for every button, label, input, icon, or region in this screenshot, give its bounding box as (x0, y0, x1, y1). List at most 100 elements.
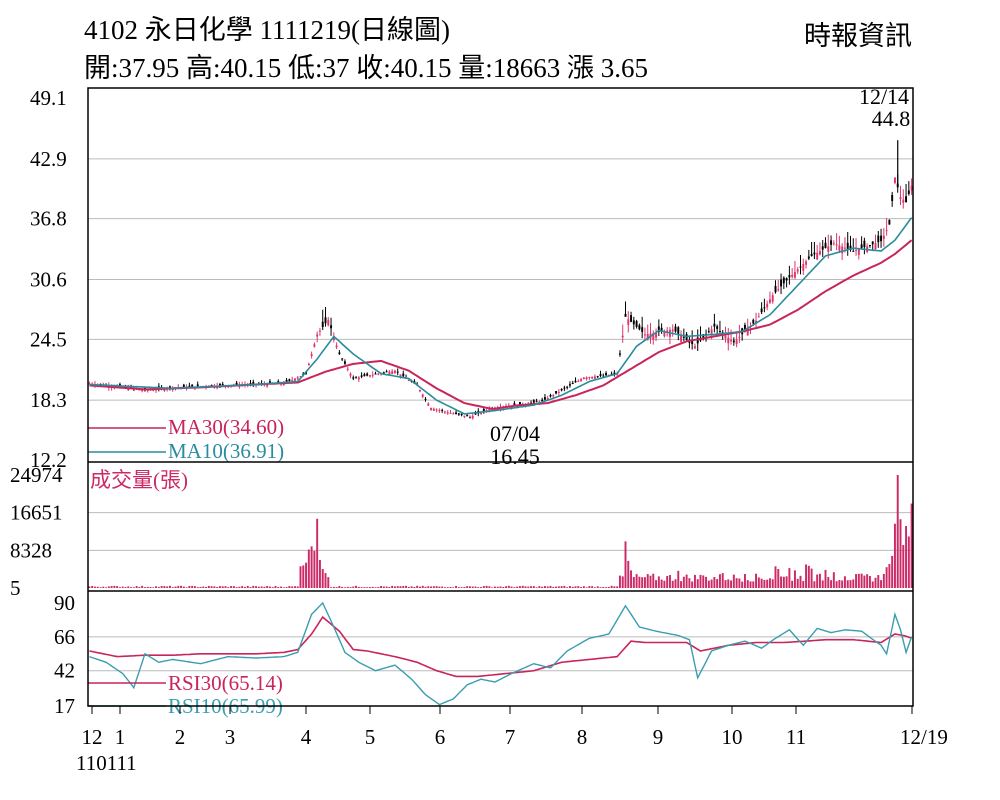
candle-body (577, 380, 580, 382)
candle-body (182, 384, 185, 387)
volume-bar (499, 586, 502, 588)
candle-body (710, 329, 713, 335)
candle-body (474, 413, 477, 415)
candle-body (455, 412, 458, 415)
candle-body (446, 412, 449, 414)
volume-bar (568, 586, 571, 588)
volume-bar (585, 587, 588, 588)
price-panel: 49.142.936.830.624.518.312.2 12/14 44.8 … (30, 84, 913, 472)
candle-body (366, 373, 369, 376)
volume-y-tick-label: 5 (10, 576, 21, 600)
volume-bar (824, 569, 827, 588)
candle-body (449, 412, 452, 414)
volume-bar (741, 581, 744, 588)
volume-bar (174, 586, 177, 588)
volume-bar (610, 585, 613, 588)
volume-bar (416, 585, 419, 588)
candle-body (641, 327, 644, 332)
volume-bar (371, 586, 374, 588)
candle-body (841, 246, 844, 254)
candle-body (680, 335, 683, 342)
volume-bar (810, 568, 813, 588)
volume-bar (188, 585, 191, 588)
volume-bar (191, 585, 194, 588)
volume-bar (243, 586, 246, 588)
candle-body (813, 252, 816, 255)
candle-body (846, 242, 849, 249)
volume-bar (171, 587, 174, 588)
volume-bar (99, 587, 102, 588)
rsi-y-tick-label: 90 (54, 591, 75, 615)
volume-bar (149, 587, 152, 588)
volume-bar (871, 581, 874, 588)
candle-body (624, 313, 627, 317)
candle-body (824, 242, 827, 248)
candle-body (374, 373, 377, 375)
volume-bar (349, 587, 352, 588)
candle-body (432, 408, 435, 411)
candle-body (338, 352, 341, 355)
volume-bar (355, 585, 358, 588)
volume-bar (335, 587, 338, 588)
candle-body (557, 391, 560, 393)
volume-bar (238, 586, 241, 588)
candle-body (630, 315, 633, 322)
candle-body (363, 374, 366, 377)
candle-body (352, 377, 355, 379)
volume-bar (199, 586, 202, 588)
candle-body (460, 413, 463, 416)
candle-body (357, 377, 360, 380)
volume-bar (380, 585, 383, 588)
volume-title: 成交量(張) (90, 468, 188, 492)
volume-bar (788, 568, 791, 588)
price-y-tick-label: 12.2 (30, 448, 67, 472)
volume-bar (407, 586, 410, 588)
volume-bar (368, 587, 371, 588)
volume-bar (441, 586, 444, 588)
volume-bar (713, 577, 716, 588)
candle-body (382, 372, 385, 374)
volume-bar (388, 587, 391, 588)
rsi-y-tick-labels: 90 66 42 17 (54, 591, 75, 718)
candle-body (418, 389, 421, 392)
volume-bar (196, 587, 199, 588)
volume-bar (488, 586, 491, 588)
volume-bar (438, 586, 441, 588)
volume-bar (752, 581, 755, 588)
candle-body (288, 379, 291, 382)
volume-bar (830, 580, 833, 588)
candle-body (782, 277, 785, 284)
candle-body (452, 413, 455, 415)
candle-body (424, 398, 427, 400)
volume-bar (396, 586, 399, 588)
volume-bar (277, 586, 280, 588)
volume-bar (143, 587, 146, 588)
volume-y-tick-label: 8328 (10, 538, 52, 562)
volume-bar (346, 586, 349, 588)
volume-bar (152, 587, 155, 588)
candle-body (905, 196, 908, 202)
volume-bar (652, 573, 655, 588)
volume-bar (193, 586, 196, 588)
price-y-tick-labels: 49.1 42.9 36.8 30.6 24.5 18.3 12.2 (30, 86, 67, 472)
x-tick-label: 12 (82, 725, 103, 749)
rsi-y-tick-label: 17 (54, 694, 75, 718)
candle-body (513, 403, 516, 406)
volume-bar (607, 586, 610, 588)
candle-body (332, 336, 335, 340)
volume-bar (630, 570, 633, 588)
volume-bar (127, 586, 130, 588)
volume-bar (468, 586, 471, 588)
candle-body (296, 377, 299, 379)
low-annotation-date: 07/04 (490, 421, 540, 446)
volume-bar (293, 586, 296, 588)
volume-bar (343, 587, 346, 588)
candle-body (666, 330, 669, 332)
volume-bar (521, 585, 524, 588)
x-axis-tick-labels: 12 1 2 3 4 5 6 7 8 9 10 11 12/19 (82, 706, 948, 749)
volume-bar (341, 586, 344, 588)
x-tick-label: 10 (722, 725, 743, 749)
volume-bar (288, 586, 291, 588)
volume-bar (382, 586, 385, 588)
candle-body (760, 308, 763, 313)
